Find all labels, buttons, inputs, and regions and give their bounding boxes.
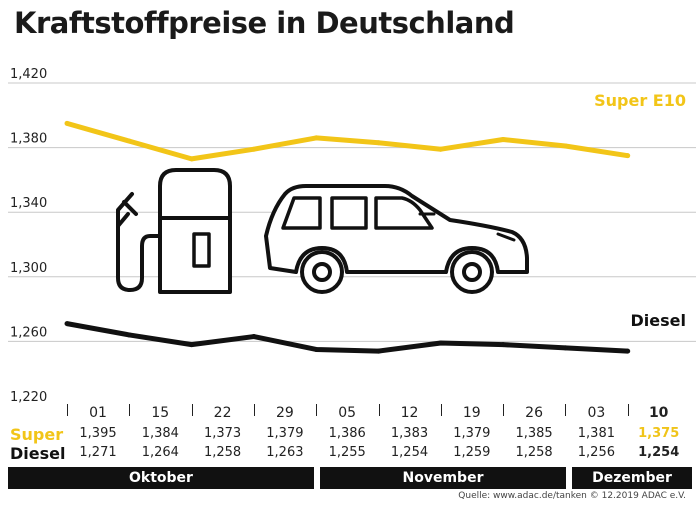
- super-price-cell: 1,395: [79, 426, 117, 441]
- series-line-super-e10: [66, 120, 629, 162]
- data-point-super: [562, 143, 568, 149]
- super-price-cell: 1,385: [515, 426, 553, 441]
- x-tick-label: 10: [648, 405, 669, 421]
- data-point-diesel: [500, 342, 506, 348]
- x-tick-mark: [378, 404, 380, 416]
- data-point-diesel: [64, 321, 70, 327]
- row-label-super: Super: [10, 425, 64, 444]
- x-tick-label: 22: [213, 405, 232, 421]
- y-tick-label: 1,380: [10, 132, 47, 147]
- diesel-price-cell: 1,254: [638, 445, 680, 460]
- axis-labels: 1,420 1,380 1,340 1,300 1,260 1,220: [10, 67, 47, 404]
- legend-diesel: Diesel: [631, 311, 686, 330]
- x-tick-mark: [565, 404, 567, 416]
- super-price-cell: 1,379: [266, 426, 304, 441]
- month-oktober: Oktober: [8, 467, 314, 489]
- data-point-diesel: [438, 340, 444, 346]
- diesel-price-cell: 1,258: [515, 445, 553, 460]
- diesel-price-cell: 1,255: [328, 445, 366, 460]
- row-label-diesel: Diesel: [10, 444, 66, 463]
- data-point-super: [376, 140, 381, 146]
- data-point-super: [251, 146, 257, 152]
- x-tick-mark: [316, 404, 318, 416]
- legend-super-e10: Super E10: [594, 91, 686, 110]
- x-tick-mark: [440, 404, 442, 416]
- data-point-diesel: [625, 348, 631, 354]
- illustration: [116, 168, 529, 294]
- super-price-cell: 1,386: [328, 426, 366, 441]
- super-price-cell: 1,381: [577, 426, 615, 441]
- diesel-price-cell: 1,271: [79, 445, 117, 460]
- super-price-cell: 1,384: [141, 426, 179, 441]
- diesel-price-cell: 1,264: [141, 445, 179, 460]
- super-price-cell: 1,379: [453, 426, 491, 441]
- data-point-super: [625, 153, 631, 159]
- x-tick-label: 03: [587, 405, 606, 421]
- data-point-diesel: [376, 348, 381, 354]
- fuel-pump-icon: [116, 168, 232, 294]
- source-note: Quelle: www.adac.de/tanken © 12.2019 ADA…: [458, 491, 686, 501]
- y-tick-label: 1,260: [10, 325, 47, 340]
- data-point-super: [189, 156, 195, 162]
- series-lines: [64, 120, 631, 354]
- diesel-price-cell: 1,254: [390, 445, 429, 460]
- chart-title: Kraftstoffpreise in Deutschland: [14, 6, 515, 40]
- data-point-super: [500, 137, 506, 143]
- x-tick-mark: [191, 404, 193, 416]
- diesel-price-cell: 1,256: [577, 445, 615, 460]
- x-tick-label: 29: [275, 405, 294, 421]
- month-dezember: Dezember: [572, 467, 692, 489]
- x-tick-label: 15: [151, 405, 170, 421]
- data-point-diesel: [189, 342, 195, 348]
- month-november: November: [320, 467, 566, 489]
- diesel-price-cell: 1,263: [266, 445, 304, 460]
- x-tick-label: 05: [338, 405, 357, 421]
- line-chart: 1,420 1,380 1,340 1,300 1,260 1,220 Super E10…: [8, 67, 696, 404]
- y-tick-label: 1,220: [10, 390, 47, 404]
- diesel-price-cell: 1,259: [453, 445, 491, 460]
- super-price-cell: 1,375: [638, 426, 680, 441]
- diesel-price-cell: 1,258: [203, 445, 242, 460]
- y-tick-label: 1,420: [10, 67, 47, 82]
- x-tick-label: 26: [525, 405, 543, 421]
- data-point-super: [438, 146, 444, 152]
- data-point-diesel: [562, 345, 568, 351]
- y-tick-label: 1,340: [10, 196, 47, 211]
- data-point-diesel: [313, 346, 319, 352]
- x-tick-mark: [253, 404, 255, 416]
- y-tick-label: 1,300: [10, 261, 47, 276]
- data-point-diesel: [126, 332, 132, 338]
- x-tick-label: 19: [462, 405, 481, 421]
- car-icon: [264, 184, 529, 294]
- data-point-super: [126, 138, 132, 144]
- x-tick-label: 01: [89, 405, 107, 421]
- x-tick-mark: [129, 404, 131, 416]
- x-tick-mark: [67, 404, 68, 416]
- data-point-super: [313, 135, 319, 141]
- super-price-cell: 1,383: [390, 426, 429, 441]
- series-line-diesel: [66, 321, 628, 354]
- x-tick-label: 12: [400, 405, 419, 421]
- x-tick-mark: [503, 404, 505, 416]
- price-table: Super Diesel Oktober November Dezember 0…: [0, 404, 700, 489]
- super-price-cell: 1,373: [203, 426, 242, 441]
- data-point-super: [64, 120, 70, 126]
- x-tick-mark: [627, 404, 629, 416]
- data-point-diesel: [251, 334, 257, 340]
